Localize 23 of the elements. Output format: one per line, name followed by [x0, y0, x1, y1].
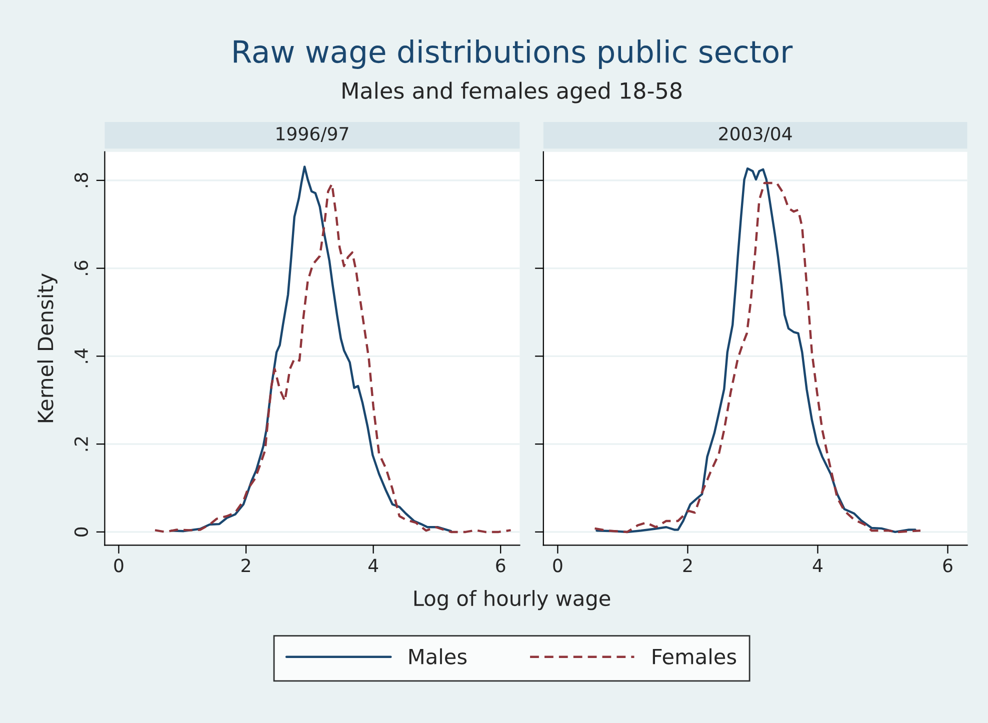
- x-tick-label: 0: [553, 558, 562, 572]
- y-tick-label: .2: [74, 437, 88, 451]
- line-series: [154, 182, 512, 534]
- text: Males and females aged 18-58: [342, 82, 682, 104]
- x-tick-label: 0: [114, 558, 124, 572]
- x-tick-label: 4: [368, 558, 378, 572]
- legend-label: Males: [409, 648, 467, 664]
- text: Raw wage distributions public sector: [234, 39, 793, 70]
- line-series: [170, 166, 452, 532]
- y-tick-label: 0: [74, 527, 88, 537]
- y-tick-label: .8: [74, 173, 88, 188]
- y-tick-label: .6: [74, 260, 88, 275]
- x-tick-label: 6: [496, 558, 506, 572]
- chart-title: 2003/04: [719, 126, 792, 142]
- x-tick-label: 4: [812, 558, 822, 572]
- x-tick-label: 2: [683, 558, 692, 572]
- y-axis-title: Kernel Density: [37, 273, 58, 422]
- legend-label: Females: [652, 648, 736, 664]
- chart-title: 1996/97: [276, 126, 348, 142]
- x-tick-label: 2: [242, 558, 250, 572]
- x-axis-title: Log of hourly wage: [414, 590, 610, 610]
- y-tick-label: .4: [74, 348, 88, 363]
- x-tick-label: 6: [943, 558, 952, 572]
